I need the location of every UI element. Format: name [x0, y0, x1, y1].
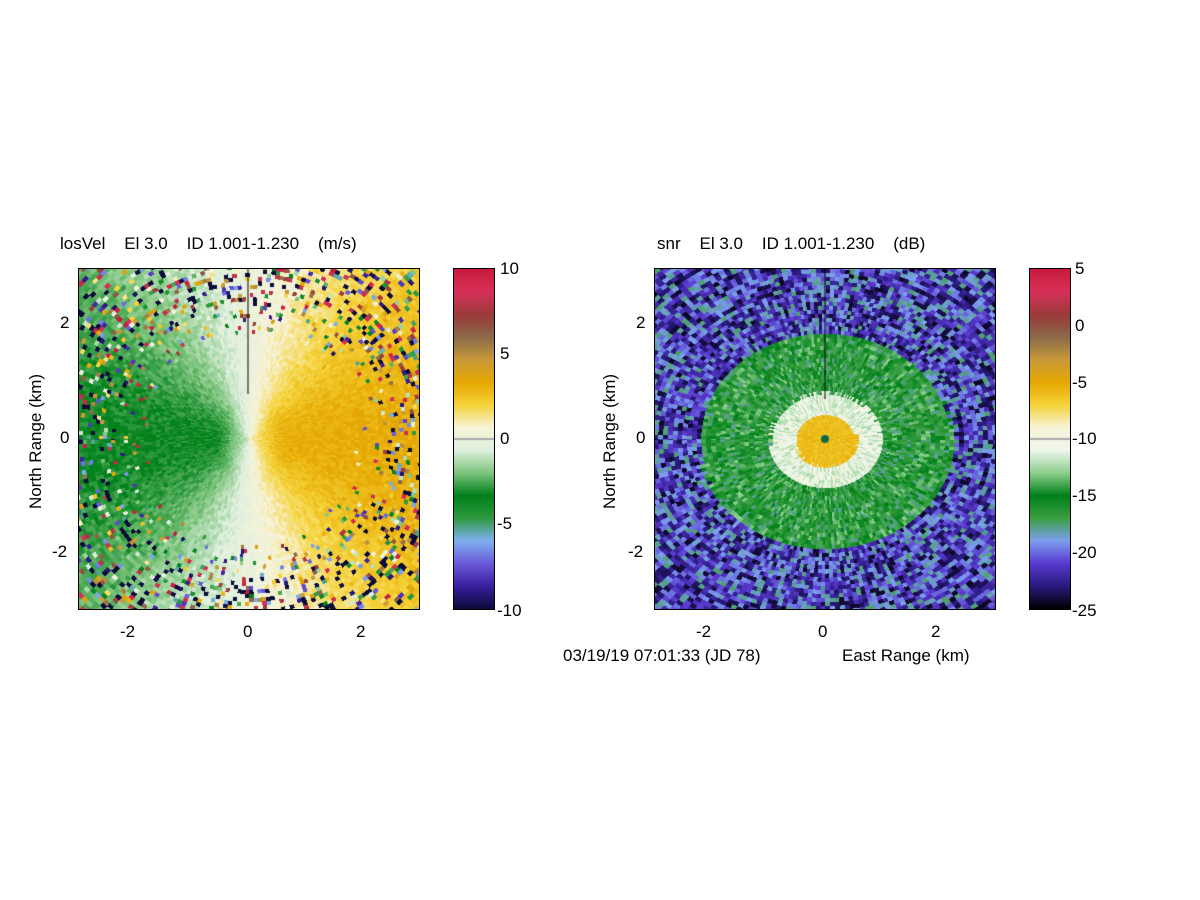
- snr-ytick: 0: [636, 428, 646, 447]
- losvel-plot: [78, 268, 420, 610]
- snr-xtick: 0: [818, 622, 828, 641]
- losvel-title: losVel El 3.0 ID 1.001-1.230 (m/s): [60, 234, 357, 253]
- snr-cbar-tick: -20: [1072, 543, 1097, 562]
- losvel-xtick: 0: [243, 622, 253, 641]
- losvel-ylabel: North Range (km): [26, 373, 45, 509]
- snr-colorbar: [1029, 268, 1071, 610]
- snr-ytick: 2: [636, 313, 646, 332]
- losvel-colorbar: [453, 268, 495, 610]
- snr-ylabel: North Range (km): [600, 373, 619, 509]
- losvel-cbar-tick: -5: [497, 514, 513, 533]
- losvel-cbar-tick: 0: [500, 429, 510, 448]
- losvel-ytick: 0: [60, 428, 70, 447]
- losvel-ytick: -2: [52, 542, 68, 561]
- snr-cbar-tick: -5: [1072, 373, 1088, 392]
- snr-cbar-tick: -25: [1072, 601, 1097, 620]
- snr-xtick: -2: [696, 622, 712, 641]
- losvel-ytick: 2: [60, 313, 70, 332]
- snr-cbar-tick: -10: [1072, 429, 1097, 448]
- losvel-cbar-tick: 5: [500, 344, 510, 363]
- snr-plot: [654, 268, 996, 610]
- snr-cbar-tick: 5: [1075, 259, 1085, 278]
- losvel-cbar-tick: 10: [500, 259, 519, 278]
- snr-title: snr El 3.0 ID 1.001-1.230 (dB): [657, 234, 926, 253]
- losvel-xtick: -2: [120, 622, 136, 641]
- snr-cbar-tick: 0: [1075, 316, 1085, 335]
- timestamp-label: 03/19/19 07:01:33 (JD 78): [563, 646, 761, 665]
- losvel-xtick: 2: [356, 622, 366, 641]
- snr-cbar-tick: -15: [1072, 486, 1097, 505]
- snr-xtick: 2: [931, 622, 941, 641]
- snr-ytick: -2: [628, 542, 644, 561]
- x-axis-label: East Range (km): [842, 646, 970, 665]
- losvel-cbar-tick: -10: [497, 601, 522, 620]
